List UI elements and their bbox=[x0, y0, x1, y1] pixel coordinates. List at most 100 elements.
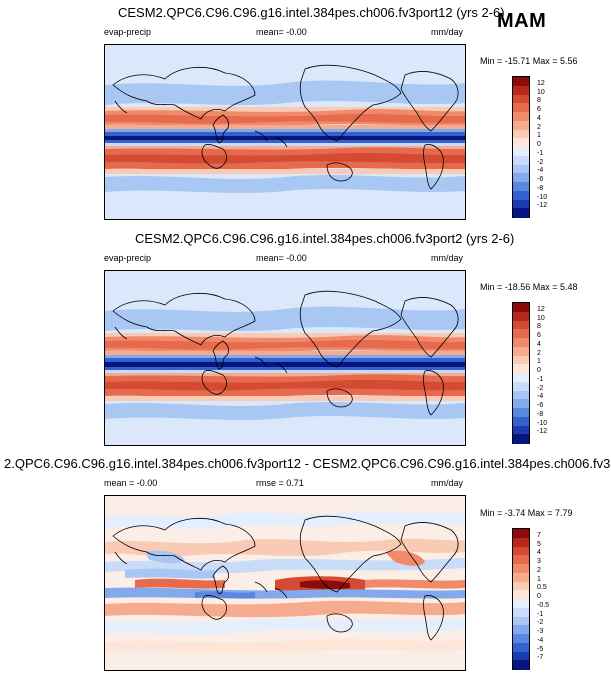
colorbar-tick-label: -8 bbox=[537, 410, 544, 418]
blue-band-south bbox=[105, 402, 465, 420]
colorbar-swatch bbox=[513, 564, 529, 574]
panel-2-colorbar bbox=[512, 302, 530, 444]
colorbar-swatch bbox=[513, 94, 529, 104]
colorbar-tick-label: -1 bbox=[537, 610, 544, 618]
colorbar-swatch bbox=[513, 390, 529, 400]
colorbar-tick-label: 10 bbox=[537, 88, 545, 96]
itcz-edge-south bbox=[105, 143, 465, 146]
colorbar-swatch bbox=[513, 112, 529, 122]
colorbar-tick-label: -12 bbox=[537, 428, 548, 436]
colorbar-tick-label: -12 bbox=[537, 202, 548, 210]
colorbar-tick-label: 12 bbox=[537, 305, 545, 313]
colorbar-tick-label: -2 bbox=[537, 619, 544, 627]
colorbar-tick-label: -6 bbox=[537, 402, 544, 409]
colorbar-swatch bbox=[513, 537, 529, 547]
panel-1-title: CESM2.QPC6.C96.C96.g16.intel.384pes.ch00… bbox=[118, 5, 505, 20]
panel-2-map bbox=[104, 270, 466, 446]
colorbar-tick-label: -0.5 bbox=[537, 601, 550, 609]
colorbar-swatch bbox=[513, 164, 529, 174]
colorbar-tick-label: 4 bbox=[537, 549, 541, 557]
colorbar-swatch bbox=[513, 329, 529, 339]
colorbar-tick-label: -5 bbox=[537, 645, 544, 653]
colorbar-swatch bbox=[513, 607, 529, 617]
colorbar-tick-label: 4 bbox=[537, 340, 541, 348]
colorbar-swatch bbox=[513, 85, 529, 95]
colorbar-tick-label: 2 bbox=[537, 349, 541, 357]
panel-1-mean: mean= -0.00 bbox=[256, 27, 307, 37]
colorbar-swatch bbox=[513, 147, 529, 157]
colorbar-tick-label: 2 bbox=[537, 123, 541, 131]
colorbar-tick-label: 0.5 bbox=[537, 584, 547, 592]
panel-3-map bbox=[104, 495, 466, 671]
colorbar-swatch bbox=[513, 399, 529, 409]
panel-1-minmax: Min = -15.71 Max = 5.56 bbox=[480, 56, 578, 66]
colorbar-tick-label: -2 bbox=[537, 158, 544, 166]
colorbar-swatch bbox=[513, 120, 529, 130]
colorbar-swatch bbox=[513, 338, 529, 348]
band-s3 bbox=[105, 380, 465, 391]
colorbar-tick-label: 0 bbox=[537, 593, 541, 600]
panel-2-minmax: Min = -18.56 Max = 5.48 bbox=[480, 282, 578, 292]
itcz-core bbox=[105, 362, 465, 367]
colorbar-tick-label: 5 bbox=[537, 540, 541, 548]
colorbar-tick-label: 6 bbox=[537, 332, 541, 339]
colorbar-swatch bbox=[513, 425, 529, 435]
colorbar-swatch bbox=[513, 346, 529, 356]
colorbar-swatch bbox=[513, 303, 529, 313]
band-s4 bbox=[105, 396, 465, 401]
blue-band-south bbox=[105, 175, 465, 193]
band-n1 bbox=[105, 107, 465, 113]
itcz-edge-north bbox=[105, 129, 465, 132]
colorbar-swatch bbox=[513, 651, 529, 661]
colorbar-swatch bbox=[513, 660, 529, 670]
colorbar-tick-label: -1 bbox=[537, 149, 544, 157]
itcz-mid-north bbox=[105, 132, 465, 136]
colorbar-swatch bbox=[513, 634, 529, 644]
colorbar-swatch bbox=[513, 555, 529, 565]
season-label: MAM bbox=[497, 10, 547, 32]
colorbar-tick-label: -6 bbox=[537, 176, 544, 183]
colorbar-swatch bbox=[513, 77, 529, 87]
colorbar-swatch bbox=[513, 182, 529, 192]
colorbar-swatch bbox=[513, 572, 529, 582]
panel-1-map bbox=[104, 44, 466, 220]
panel-1-colorbar bbox=[512, 76, 530, 218]
colorbar-swatch bbox=[513, 434, 529, 444]
band-s1 bbox=[105, 373, 465, 377]
panel-3-rmse: rmse = 0.71 bbox=[256, 478, 304, 488]
colorbar-tick-label: 7 bbox=[537, 531, 541, 539]
colorbar-swatch bbox=[513, 173, 529, 183]
coastlines bbox=[112, 290, 459, 416]
colorbar-swatch bbox=[513, 320, 529, 330]
colorbar-tick-label: 2 bbox=[537, 566, 541, 574]
colorbar-tick-label: -4 bbox=[537, 636, 544, 644]
band-s3 bbox=[105, 153, 465, 164]
colorbar-tick-label: 12 bbox=[537, 79, 545, 87]
band-n1 bbox=[105, 333, 465, 339]
colorbar-swatch bbox=[513, 199, 529, 209]
colorbar-tick-label: 4 bbox=[537, 114, 541, 122]
panel-2-variable: evap-precip bbox=[104, 253, 152, 263]
colorbar-swatch bbox=[513, 355, 529, 365]
itcz-mid-south bbox=[105, 367, 465, 370]
panel-3-title: 2.QPC6.C96.C96.g16.intel.384pes.ch006.fv… bbox=[4, 456, 611, 471]
blue-band-north bbox=[105, 80, 465, 105]
colorbar-swatch bbox=[513, 546, 529, 556]
colorbar-tick-label: -10 bbox=[537, 419, 548, 427]
itcz-mid-north bbox=[105, 358, 465, 362]
colorbar-swatch bbox=[513, 208, 529, 218]
colorbar-tick-label: 8 bbox=[537, 97, 541, 105]
colorbar-tick-label: 3 bbox=[537, 558, 541, 565]
colorbar-tick-label: 1 bbox=[537, 358, 541, 366]
itcz-core bbox=[105, 136, 465, 140]
panel-1-variable: evap-precip bbox=[104, 27, 152, 37]
colorbar-swatch bbox=[513, 581, 529, 591]
panel-3-mean: mean = -0.00 bbox=[104, 478, 158, 488]
colorbar-tick-label: 10 bbox=[537, 314, 545, 322]
colorbar-swatch bbox=[513, 408, 529, 418]
colorbar-tick-label: 0 bbox=[537, 141, 541, 148]
colorbar-swatch bbox=[513, 529, 529, 539]
colorbar-swatch bbox=[513, 311, 529, 321]
colorbar-swatch bbox=[513, 138, 529, 148]
colorbar-swatch bbox=[513, 364, 529, 374]
